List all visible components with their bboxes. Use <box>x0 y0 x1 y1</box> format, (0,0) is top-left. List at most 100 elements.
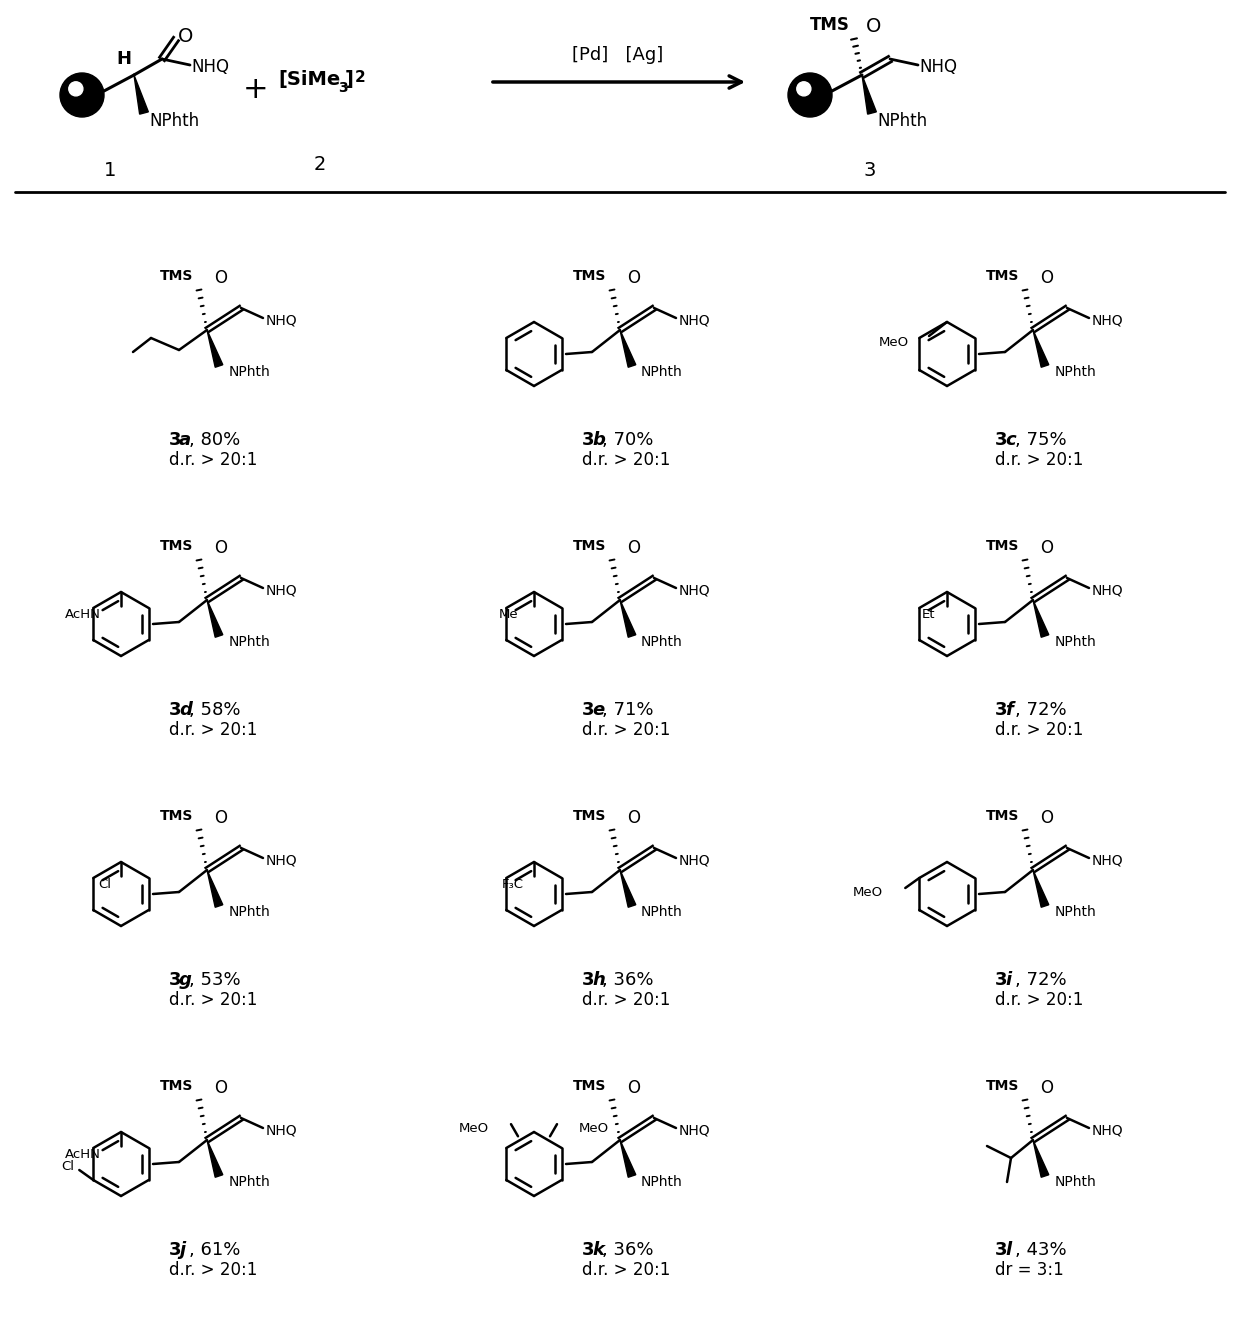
Text: , 36%: , 36% <box>601 972 653 989</box>
Text: , 75%: , 75% <box>1016 431 1066 450</box>
Text: TMS: TMS <box>986 268 1019 283</box>
Text: 3: 3 <box>169 701 181 719</box>
Text: NPhth: NPhth <box>641 1176 683 1189</box>
Text: NHQ: NHQ <box>678 1123 709 1137</box>
Text: +: + <box>243 75 269 105</box>
Text: O: O <box>215 809 227 827</box>
Text: b: b <box>591 431 605 450</box>
Text: e: e <box>591 701 604 719</box>
Text: NPhth: NPhth <box>641 905 683 919</box>
Text: 3: 3 <box>994 701 1007 719</box>
Text: NHQ: NHQ <box>678 582 709 597</box>
Text: NHQ: NHQ <box>265 582 296 597</box>
Text: NHQ: NHQ <box>265 854 296 867</box>
Text: NPhth: NPhth <box>228 1176 270 1189</box>
Polygon shape <box>620 870 636 907</box>
Text: 3: 3 <box>169 1241 181 1259</box>
Polygon shape <box>1033 870 1049 907</box>
Text: 3: 3 <box>582 431 594 450</box>
Text: NPhth: NPhth <box>641 365 683 378</box>
Text: H: H <box>117 50 131 68</box>
Text: 3: 3 <box>864 161 877 180</box>
Text: TMS: TMS <box>160 809 193 823</box>
Text: f: f <box>1004 701 1013 719</box>
Text: NHQ: NHQ <box>678 313 709 327</box>
Text: TMS: TMS <box>160 539 193 553</box>
Text: i: i <box>1004 972 1011 989</box>
Text: O: O <box>1040 809 1054 827</box>
Text: TMS: TMS <box>986 809 1019 823</box>
Text: 3: 3 <box>582 701 594 719</box>
Polygon shape <box>207 1139 223 1177</box>
Text: d.r. > 20:1: d.r. > 20:1 <box>169 721 258 739</box>
Text: , 61%: , 61% <box>188 1241 241 1259</box>
Text: 2: 2 <box>314 156 326 174</box>
Text: NHQ: NHQ <box>1091 854 1122 867</box>
Text: TMS: TMS <box>573 268 606 283</box>
Text: NPhth: NPhth <box>228 905 270 919</box>
Text: O: O <box>867 17 882 36</box>
Text: F₃C: F₃C <box>502 878 525 891</box>
Polygon shape <box>620 330 636 368</box>
Text: O: O <box>215 268 227 287</box>
Text: NPhth: NPhth <box>641 635 683 650</box>
Text: O: O <box>627 268 641 287</box>
Text: 3: 3 <box>339 81 347 95</box>
Text: 3: 3 <box>994 431 1007 450</box>
Text: MeO: MeO <box>579 1122 609 1135</box>
Text: h: h <box>591 972 605 989</box>
Text: c: c <box>1004 431 1016 450</box>
Text: g: g <box>179 972 192 989</box>
Polygon shape <box>1033 330 1049 368</box>
Text: O: O <box>215 1079 227 1096</box>
Text: [SiMe: [SiMe <box>278 71 340 90</box>
Text: [Pd]   [Ag]: [Pd] [Ag] <box>573 46 663 64</box>
Polygon shape <box>862 75 877 114</box>
Text: NHQ: NHQ <box>1091 313 1122 327</box>
Circle shape <box>787 72 832 117</box>
Text: AcHN: AcHN <box>66 608 100 620</box>
Polygon shape <box>207 870 223 907</box>
Text: d.r. > 20:1: d.r. > 20:1 <box>582 721 671 739</box>
Text: 3: 3 <box>169 431 181 450</box>
Text: TMS: TMS <box>810 16 849 34</box>
Text: 3: 3 <box>582 1241 594 1259</box>
Text: 1: 1 <box>104 161 117 180</box>
Text: l: l <box>1004 1241 1011 1259</box>
Polygon shape <box>620 1139 636 1177</box>
Text: , 36%: , 36% <box>601 1241 653 1259</box>
Text: ]: ] <box>345 71 353 90</box>
Text: 2: 2 <box>355 71 366 86</box>
Text: O: O <box>627 809 641 827</box>
Text: , 72%: , 72% <box>1016 972 1066 989</box>
Text: O: O <box>1040 539 1054 557</box>
Polygon shape <box>1033 1139 1049 1177</box>
Text: Cl: Cl <box>98 878 112 891</box>
Text: MeO: MeO <box>853 886 883 899</box>
Text: TMS: TMS <box>160 268 193 283</box>
Text: d.r. > 20:1: d.r. > 20:1 <box>582 1261 671 1279</box>
Text: 3: 3 <box>994 1241 1007 1259</box>
Text: AcHN: AcHN <box>66 1147 100 1161</box>
Text: , 53%: , 53% <box>188 972 241 989</box>
Text: O: O <box>1040 268 1054 287</box>
Text: NPhth: NPhth <box>1054 905 1096 919</box>
Text: , 43%: , 43% <box>1016 1241 1066 1259</box>
Text: NHQ: NHQ <box>1091 582 1122 597</box>
Text: NPhth: NPhth <box>877 111 928 130</box>
Text: NPhth: NPhth <box>1054 635 1096 650</box>
Text: Et: Et <box>921 608 935 620</box>
Text: MeO: MeO <box>459 1122 489 1135</box>
Text: a: a <box>179 431 191 450</box>
Text: O: O <box>179 27 193 47</box>
Text: NPhth: NPhth <box>149 111 200 130</box>
Text: NHQ: NHQ <box>191 58 229 76</box>
Text: TMS: TMS <box>573 1079 606 1092</box>
Circle shape <box>68 82 83 95</box>
Text: , 72%: , 72% <box>1016 701 1066 719</box>
Polygon shape <box>1033 600 1049 637</box>
Text: NHQ: NHQ <box>678 854 709 867</box>
Text: 3: 3 <box>169 972 181 989</box>
Text: d.r. > 20:1: d.r. > 20:1 <box>582 990 671 1009</box>
Text: , 58%: , 58% <box>188 701 241 719</box>
